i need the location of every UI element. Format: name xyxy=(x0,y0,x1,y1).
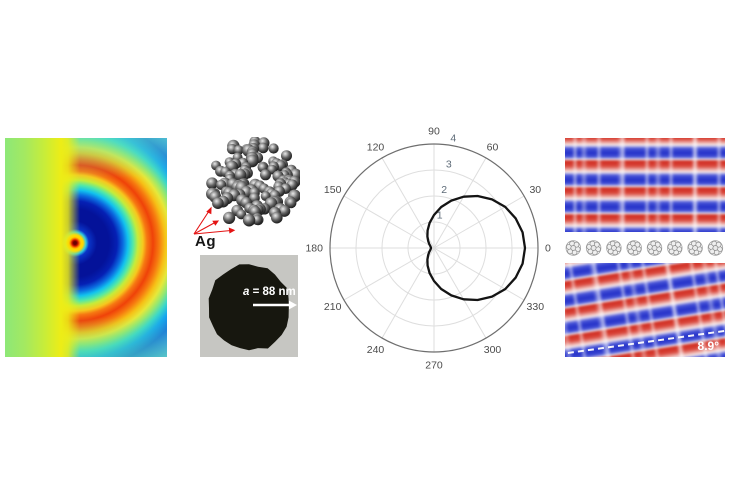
atom-cluster-icon xyxy=(626,240,642,256)
polar-angle-label: 330 xyxy=(527,301,545,313)
scattering-curve xyxy=(426,194,527,302)
nanoparticle-sphere xyxy=(257,142,269,154)
polar-angle-label: 0 xyxy=(545,243,551,255)
polar-angle-label: 120 xyxy=(367,141,385,153)
tem-scale-arrow-icon xyxy=(253,300,297,310)
tem-particle-blob xyxy=(208,264,289,351)
polar-radial-label: 2 xyxy=(441,184,447,196)
nanoparticle-sphere xyxy=(236,209,247,220)
nanoparticle-sphere xyxy=(223,211,236,224)
atom-cluster-icon xyxy=(606,240,622,256)
nanoparticle-sphere xyxy=(271,211,283,224)
tilt-angle-label: 8.9° xyxy=(697,339,719,353)
polar-radial-label: 1 xyxy=(437,210,443,222)
tem-scale-var: a xyxy=(243,286,250,298)
atom-cluster-icon xyxy=(585,240,602,256)
polar-angle-label: 210 xyxy=(324,301,342,313)
polar-axes: 0 30 60 90 120 150 180 210 240 270 300 330 1 2 3 4 xyxy=(305,126,551,372)
ag-nanoparticle-cluster-image xyxy=(204,136,302,231)
nanoparticle-sphere xyxy=(285,197,297,209)
polar-grid-ring xyxy=(407,221,461,275)
nanoparticle-sphere xyxy=(212,197,224,209)
tem-scale-value: = 88 nm xyxy=(249,286,295,298)
nanoparticle-sphere xyxy=(234,169,247,181)
horizontal-stripe-field xyxy=(565,138,725,232)
nanoparticle-sphere xyxy=(242,214,256,227)
atom-cluster-icon xyxy=(707,240,724,256)
tem-image: a = 88 nm xyxy=(200,255,298,357)
polar-radial-label: 3 xyxy=(446,158,452,170)
nanoparticle-sphere xyxy=(281,150,292,162)
polar-radial-label: 4 xyxy=(450,133,456,145)
atom-cluster-icon xyxy=(646,240,663,256)
polar-angle-label: 240 xyxy=(367,344,385,356)
nanoparticle-sphere xyxy=(233,145,244,155)
nanoparticle-sphere xyxy=(268,143,279,154)
polar-angle-label: 90 xyxy=(428,126,440,138)
sphere-cluster xyxy=(206,136,302,227)
polar-angle-label: 270 xyxy=(425,360,443,372)
nanoparticle-sphere xyxy=(260,169,271,181)
scattered-wavefield-image xyxy=(5,138,167,357)
atom-cluster-icon xyxy=(565,240,582,256)
field-map-top-region xyxy=(565,138,725,232)
polar-grid-ring xyxy=(381,195,487,301)
polar-outer-ring xyxy=(329,143,539,353)
atom-row-svg xyxy=(565,240,724,256)
nanoparticle-sphere xyxy=(206,177,218,190)
atom-cluster-icon xyxy=(687,240,703,256)
field-map-bottom-region: 8.9° xyxy=(565,263,725,357)
polar-grid-ring xyxy=(355,169,513,327)
polar-scattering-plot: 0 30 60 90 120 150 180 210 240 270 300 330 1 2 3 4 xyxy=(290,104,578,392)
atom-cluster-icon xyxy=(667,240,683,256)
axes-triad-icon xyxy=(193,206,236,235)
nanoparticle-sphere xyxy=(278,205,291,217)
tem-scale-label: a = 88 nm xyxy=(243,286,296,298)
polar-angle-label: 180 xyxy=(305,243,323,255)
polar-angle-label: 300 xyxy=(484,344,502,356)
ag-material-label: Ag xyxy=(195,233,216,250)
polar-angle-label: 30 xyxy=(529,184,541,196)
polar-angle-label: 60 xyxy=(487,141,499,153)
polar-angle-label: 150 xyxy=(324,184,342,196)
atom-row xyxy=(565,233,725,263)
